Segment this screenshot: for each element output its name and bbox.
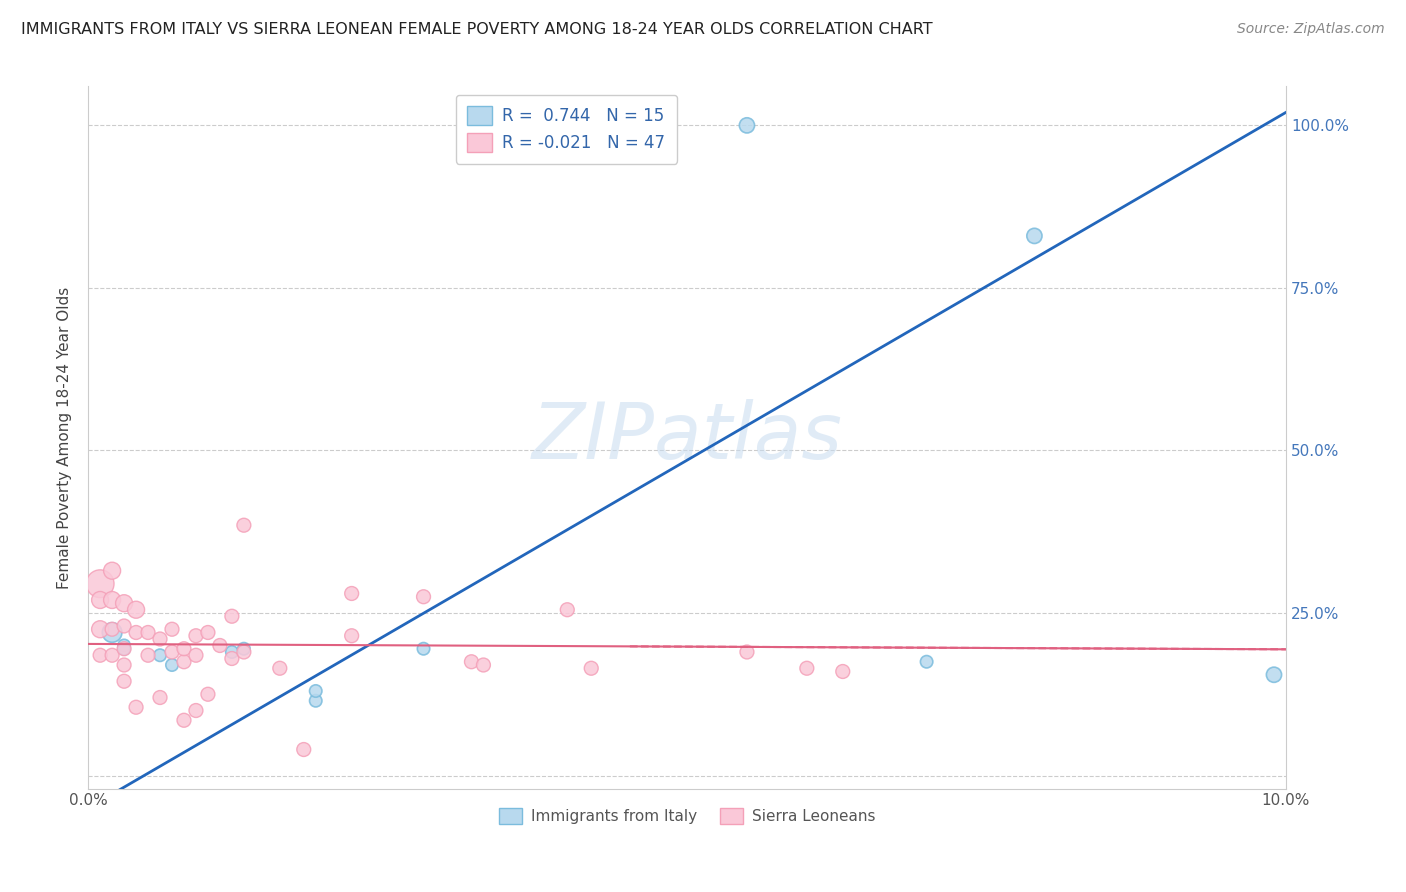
Point <box>149 690 172 705</box>
Point <box>555 603 578 617</box>
Point <box>101 593 124 607</box>
Point <box>112 641 135 656</box>
Point <box>173 713 195 727</box>
Point <box>221 651 243 665</box>
Point <box>160 622 183 636</box>
Point <box>472 658 495 673</box>
Point <box>101 625 124 640</box>
Point <box>112 639 135 653</box>
Point <box>173 641 195 656</box>
Point <box>136 625 159 640</box>
Point <box>292 742 315 756</box>
Point <box>1024 228 1046 243</box>
Point <box>581 661 603 675</box>
Point <box>112 619 135 633</box>
Point <box>89 576 111 591</box>
Point <box>112 596 135 610</box>
Point <box>89 648 111 663</box>
Point <box>101 622 124 636</box>
Point <box>796 661 818 675</box>
Y-axis label: Female Poverty Among 18-24 Year Olds: Female Poverty Among 18-24 Year Olds <box>58 286 72 589</box>
Text: IMMIGRANTS FROM ITALY VS SIERRA LEONEAN FEMALE POVERTY AMONG 18-24 YEAR OLDS COR: IMMIGRANTS FROM ITALY VS SIERRA LEONEAN … <box>21 22 932 37</box>
Point <box>149 648 172 663</box>
Point <box>173 655 195 669</box>
Point <box>184 629 207 643</box>
Point <box>460 655 482 669</box>
Point <box>160 645 183 659</box>
Point <box>735 645 758 659</box>
Point <box>160 658 183 673</box>
Point <box>831 665 853 679</box>
Text: Source: ZipAtlas.com: Source: ZipAtlas.com <box>1237 22 1385 37</box>
Point <box>232 641 254 656</box>
Point <box>184 704 207 718</box>
Point <box>149 632 172 646</box>
Point <box>101 564 124 578</box>
Point <box>412 641 434 656</box>
Point <box>89 622 111 636</box>
Point <box>125 625 148 640</box>
Point <box>136 648 159 663</box>
Point <box>915 655 938 669</box>
Point <box>112 674 135 689</box>
Point <box>640 119 662 133</box>
Point <box>1263 667 1285 681</box>
Point <box>305 694 328 708</box>
Point <box>340 586 363 600</box>
Point <box>184 648 207 663</box>
Point <box>221 645 243 659</box>
Point <box>412 590 434 604</box>
Text: ZIPatlas: ZIPatlas <box>531 400 842 475</box>
Legend: Immigrants from Italy, Sierra Leoneans: Immigrants from Italy, Sierra Leoneans <box>489 798 884 833</box>
Point <box>269 661 291 675</box>
Point <box>232 645 254 659</box>
Point <box>197 625 219 640</box>
Point <box>125 700 148 714</box>
Point <box>208 639 231 653</box>
Point <box>101 648 124 663</box>
Point <box>125 603 148 617</box>
Point <box>89 593 111 607</box>
Point <box>112 641 135 656</box>
Point <box>735 119 758 133</box>
Point <box>232 518 254 533</box>
Point <box>305 684 328 698</box>
Point <box>112 658 135 673</box>
Point <box>197 687 219 701</box>
Point <box>221 609 243 624</box>
Point <box>340 629 363 643</box>
